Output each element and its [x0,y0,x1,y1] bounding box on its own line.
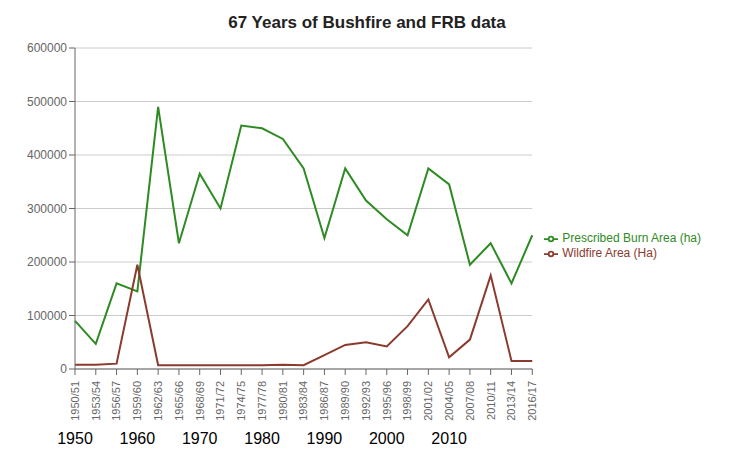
html-text:67 Years of Bushfire and FRB d: 67 Years of Bushfire and FRB data [228,13,506,32]
svg-text:1974/75: 1974/75 [235,381,247,421]
svg-text:1980/81: 1980/81 [277,381,289,421]
svg-text:600000: 600000 [27,41,67,55]
svg-text:1962/63: 1962/63 [152,381,164,421]
svg-text:1956/57: 1956/57 [110,381,122,421]
svg-text:2010/11: 2010/11 [485,381,497,420]
svg-text:1998/99: 1998/99 [401,381,413,421]
svg-text:2013/14: 2013/14 [505,381,517,421]
html-text:Wildfire Area (Ha): Wildfire Area (Ha) [562,246,657,260]
svg-text:2000: 2000 [369,430,405,447]
svg-text:200000: 200000 [27,255,67,269]
svg-text:300000: 300000 [27,202,67,216]
svg-text:1953/54: 1953/54 [90,381,102,421]
svg-text:1950/51: 1950/51 [69,381,81,421]
svg-text:1983/84: 1983/84 [297,381,309,421]
svg-text:2010: 2010 [431,430,467,447]
svg-text:1995/96: 1995/96 [381,381,393,421]
svg-text:2001/02: 2001/02 [422,381,434,421]
svg-text:1960: 1960 [120,430,156,447]
svg-text:1950: 1950 [57,430,93,447]
html-text:Prescribed Burn Area (ha): Prescribed Burn Area (ha) [562,231,701,246]
svg-text:100000: 100000 [27,309,67,323]
svg-text:1970: 1970 [182,430,218,447]
svg-text:0: 0 [60,362,67,376]
svg-text:1989/90: 1989/90 [339,381,351,421]
svg-text:1992/93: 1992/93 [360,381,372,421]
svg-text:1980: 1980 [244,430,280,447]
svg-text:1968/69: 1968/69 [194,381,206,421]
svg-text:1977/78: 1977/78 [256,381,268,421]
svg-text:2004/05: 2004/05 [443,381,455,421]
svg-text:1990: 1990 [307,430,343,447]
svg-text:500000: 500000 [27,95,67,109]
svg-text:1986/87: 1986/87 [318,381,330,421]
svg-text:2007/08: 2007/08 [464,381,476,421]
svg-text:1959/60: 1959/60 [131,381,143,421]
svg-text:400000: 400000 [27,148,67,162]
svg-text:2016/17: 2016/17 [526,381,538,421]
svg-text:1971/72: 1971/72 [214,381,226,421]
svg-text:1965/66: 1965/66 [173,381,185,421]
